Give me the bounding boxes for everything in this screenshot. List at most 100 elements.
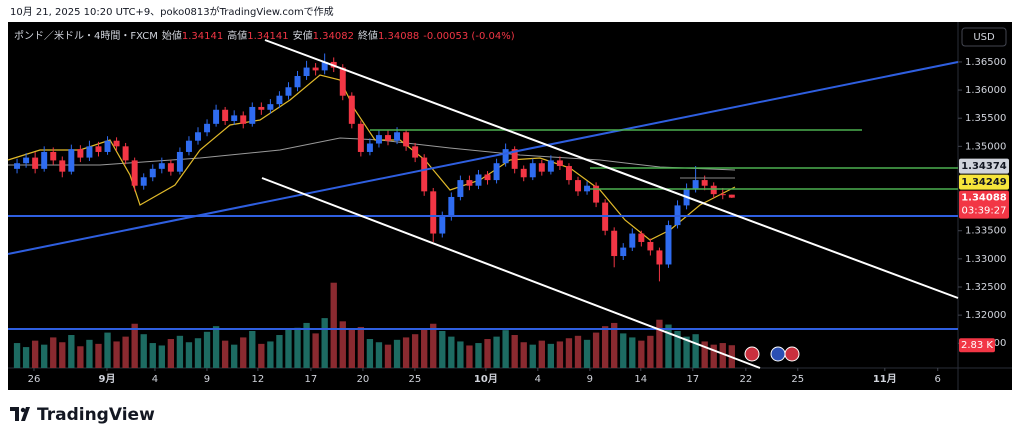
volume-bar (59, 342, 66, 368)
volume-bar (484, 339, 491, 368)
candle-body (520, 168, 527, 178)
event-icons (744, 346, 800, 362)
x-tick-label: 22 (739, 374, 752, 385)
volume-bar (285, 329, 292, 368)
candle-body (719, 194, 726, 196)
y-tick-label: 1.36000 (965, 85, 1006, 96)
candle-body (176, 151, 183, 172)
currency-box (961, 27, 1007, 47)
candle-body (312, 67, 319, 71)
candle-body (303, 67, 310, 77)
volume-bar (276, 335, 283, 368)
volume-bar (113, 341, 120, 368)
candle-body (629, 233, 636, 248)
volume-bar (592, 332, 600, 368)
candle-body (547, 160, 554, 172)
candle-body (23, 157, 30, 164)
price-badge (959, 158, 1009, 174)
ohlc-value: 1.34141 (182, 31, 223, 42)
change: -0.00053 (-0.04%) (423, 31, 514, 42)
candle-body (339, 67, 346, 96)
candle-body (692, 180, 699, 189)
candle-body (375, 135, 382, 144)
candle-body (195, 132, 201, 141)
volume-bar (357, 326, 365, 368)
candle-body (240, 115, 247, 124)
candle-body (348, 95, 355, 124)
candle-body (484, 174, 491, 181)
price-badge (959, 174, 1009, 190)
volume-bar (221, 340, 229, 368)
candle-body (258, 106, 265, 110)
volume-bar (176, 335, 184, 368)
candle-body (204, 123, 211, 133)
price-badge-label: 1.34374 (961, 161, 1007, 172)
x-tick-label: 14 (634, 374, 647, 385)
volume-bar (583, 339, 591, 368)
channel-lower (261, 177, 761, 369)
x-tick-label: 9 (587, 374, 593, 385)
logo (10, 407, 30, 421)
volume-bar (321, 318, 328, 368)
x-tick-label: 9 (204, 374, 210, 385)
volume-bar (701, 341, 708, 368)
candle-body (565, 166, 572, 181)
candle-body (448, 196, 455, 217)
volume-bar (249, 330, 256, 368)
y-tick-label: 1.33000 (965, 254, 1006, 265)
volume-bar (493, 336, 500, 368)
volume-bar (448, 336, 455, 368)
volume-bar (22, 347, 30, 368)
candle-body (222, 109, 229, 122)
volume-bar (683, 336, 690, 368)
candle-body (77, 149, 84, 158)
candle-body (41, 151, 48, 169)
x-tick-label: 11月 (873, 373, 897, 385)
candle-body (593, 185, 600, 203)
candle-body (511, 149, 518, 169)
candle-body (421, 157, 428, 192)
candle-body (366, 143, 373, 152)
candle-body (728, 194, 735, 198)
volume-bar (95, 343, 102, 368)
candle-body (140, 177, 147, 186)
candle-body (131, 160, 138, 186)
volume-bar (421, 328, 428, 368)
volume-bar (710, 344, 717, 368)
candle-body (104, 140, 111, 152)
volume-bar (411, 334, 419, 368)
volume-bar (511, 335, 518, 368)
channel-upper (264, 39, 959, 299)
countdown: 03:39:27 (962, 206, 1007, 217)
volume-bar (167, 339, 175, 368)
candle-body (149, 168, 156, 178)
volume-bar (375, 342, 383, 368)
candle-body (475, 174, 482, 186)
volume-bar (656, 319, 663, 368)
volume-bar (231, 344, 238, 368)
volume-bar (194, 338, 202, 368)
volume-bar (502, 330, 509, 368)
volume-bar (104, 332, 111, 368)
volume-bar (41, 344, 48, 368)
y-tick-label: 1.33500 (965, 226, 1006, 237)
x-tick-label: 6 (935, 374, 941, 385)
y-tick-label: 1.35000 (965, 141, 1006, 152)
y-tick-label: 1.32500 (965, 282, 1006, 293)
candle-body (620, 247, 627, 257)
volume-bar (140, 334, 147, 368)
volume-badge (959, 338, 995, 353)
candle-body (294, 76, 301, 88)
volume-bar (402, 337, 410, 368)
volume-bar (647, 335, 654, 368)
ohlc-label: 安値 (293, 29, 313, 42)
candle-body (32, 157, 39, 169)
volume-bar (258, 343, 265, 368)
volume-badge-label: 2.83 K (961, 340, 993, 351)
chart-panel (8, 22, 1012, 390)
volume-bar (294, 327, 301, 368)
volume-bar (339, 321, 346, 368)
candle-body (249, 106, 256, 124)
